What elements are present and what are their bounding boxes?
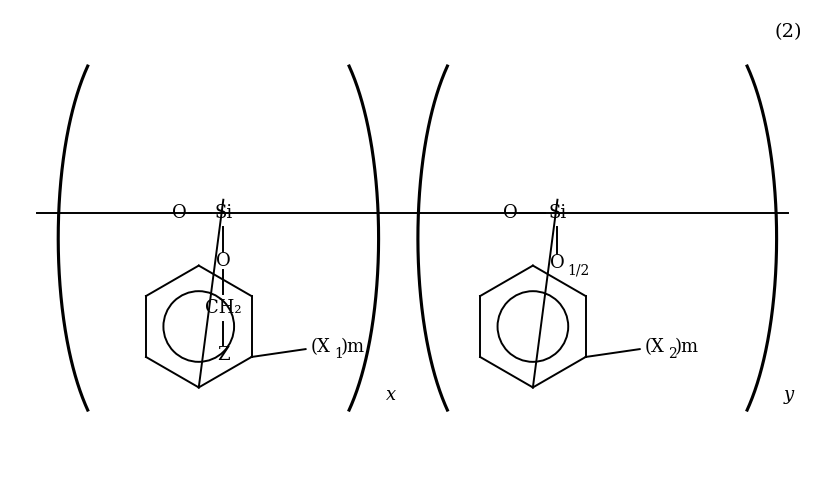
Text: )m: )m xyxy=(675,338,700,356)
Text: O: O xyxy=(550,254,565,271)
Text: (X: (X xyxy=(310,338,330,356)
Text: O: O xyxy=(216,252,231,270)
Text: Z: Z xyxy=(217,346,229,364)
Text: 1: 1 xyxy=(334,347,343,361)
Text: CH₂: CH₂ xyxy=(205,299,242,317)
Text: Si: Si xyxy=(214,204,233,223)
Text: O: O xyxy=(172,204,186,223)
Text: 2: 2 xyxy=(668,347,677,361)
Text: 1/2: 1/2 xyxy=(568,264,590,278)
Text: )m: )m xyxy=(341,338,365,356)
Text: x: x xyxy=(385,386,396,404)
Text: y: y xyxy=(784,386,794,404)
Text: (X: (X xyxy=(644,338,664,356)
Text: O: O xyxy=(503,204,517,223)
Text: Si: Si xyxy=(549,204,567,223)
Text: (2): (2) xyxy=(775,23,802,41)
